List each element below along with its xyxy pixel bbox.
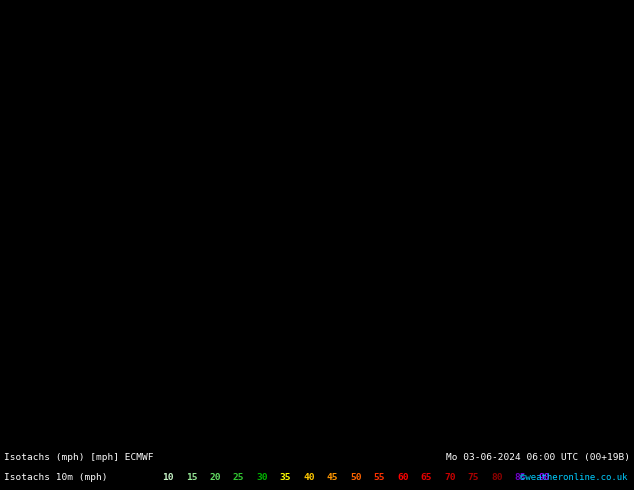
Text: 10: 10 [162,473,174,483]
Text: 85: 85 [515,473,526,483]
Text: 40: 40 [303,473,314,483]
Text: 90: 90 [538,473,550,483]
Text: Isotachs (mph) [mph] ECMWF: Isotachs (mph) [mph] ECMWF [4,453,153,463]
Text: 75: 75 [468,473,479,483]
Text: 20: 20 [209,473,221,483]
Text: 70: 70 [444,473,456,483]
Text: Isotachs 10m (mph): Isotachs 10m (mph) [4,473,108,483]
Text: cartopy required: cartopy required [259,217,375,230]
Text: Mo 03-06-2024 06:00 UTC (00+19B): Mo 03-06-2024 06:00 UTC (00+19B) [446,453,630,463]
Text: 25: 25 [233,473,244,483]
Text: 60: 60 [398,473,409,483]
Text: 50: 50 [350,473,362,483]
Text: ©weatheronline.co.uk: ©weatheronline.co.uk [521,473,628,483]
Text: 35: 35 [280,473,291,483]
Text: 55: 55 [374,473,385,483]
Text: 80: 80 [491,473,503,483]
Text: 30: 30 [256,473,268,483]
Text: 65: 65 [421,473,432,483]
Text: 45: 45 [327,473,339,483]
Text: 15: 15 [186,473,197,483]
